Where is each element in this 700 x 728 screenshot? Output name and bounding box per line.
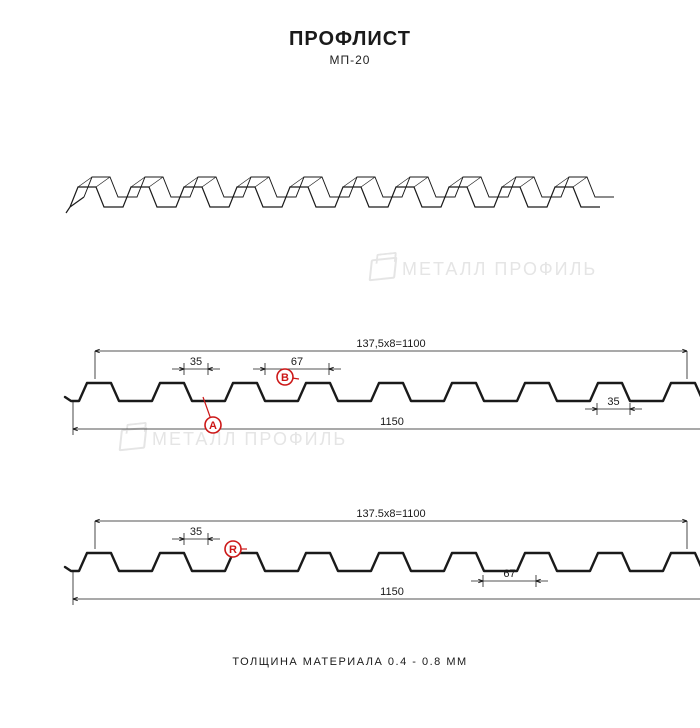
svg-text:35: 35 — [190, 526, 202, 538]
svg-text:35: 35 — [607, 396, 619, 408]
footer-note: ТОЛЩИНА МАТЕРИАЛА 0.4 - 0.8 ММ — [0, 656, 700, 668]
svg-text:1150: 1150 — [380, 586, 404, 598]
svg-text:137,5x8=1100: 137,5x8=1100 — [356, 338, 425, 350]
svg-text:A: A — [209, 420, 217, 432]
svg-text:67: 67 — [291, 356, 303, 368]
svg-text:67: 67 — [503, 568, 515, 580]
technical-drawing: 137,5x8=1100115018356735AB137.5x8=110011… — [0, 67, 700, 627]
svg-text:1150: 1150 — [380, 416, 404, 428]
svg-text:R: R — [229, 544, 237, 556]
svg-text:137.5x8=1100: 137.5x8=1100 — [356, 508, 425, 520]
title: ПРОФЛИСТ — [0, 28, 700, 51]
svg-text:35: 35 — [190, 356, 202, 368]
subtitle: МП-20 — [0, 53, 700, 67]
svg-text:B: B — [281, 372, 289, 384]
